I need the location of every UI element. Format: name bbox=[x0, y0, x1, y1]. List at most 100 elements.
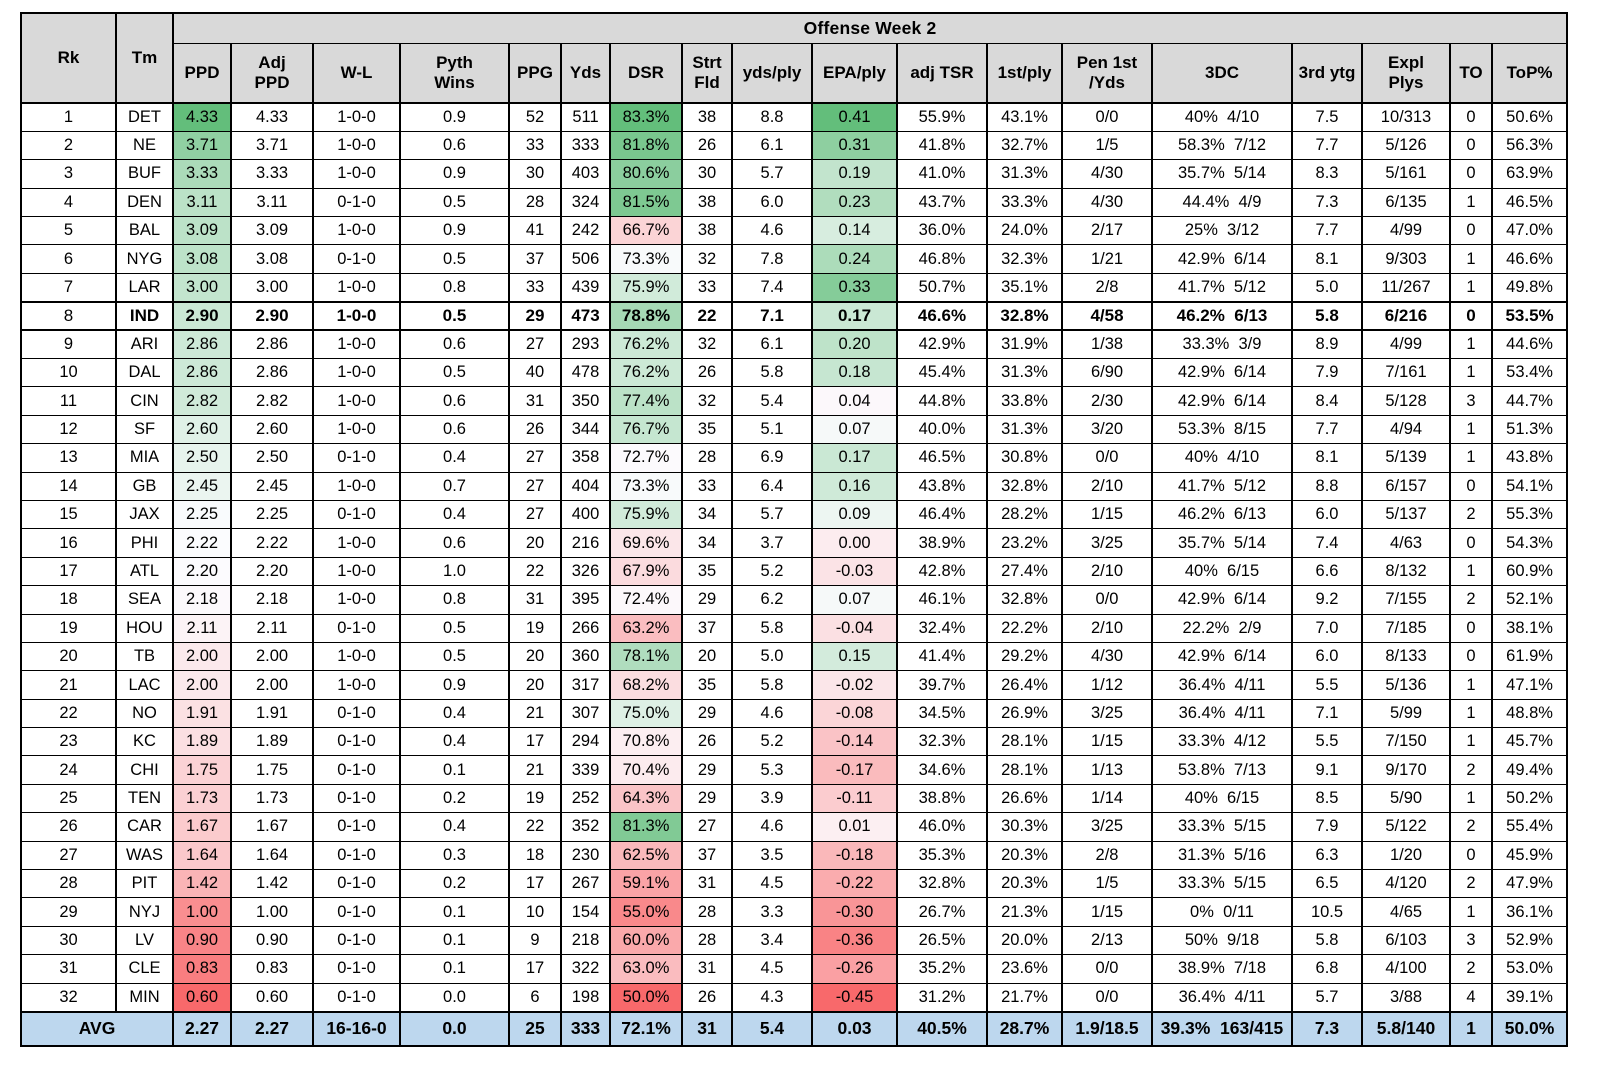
cell-wl: 1-0-0 bbox=[312, 670, 401, 700]
cell-ppg: 22 bbox=[508, 812, 562, 842]
cell-yds_ply: 6.4 bbox=[731, 471, 813, 501]
cell-to: 0 bbox=[1449, 159, 1493, 189]
cell-three_dc: 25% 3/12 bbox=[1151, 216, 1293, 246]
cell-ppd: 1.64 bbox=[172, 840, 232, 871]
cell-to: 1 bbox=[1449, 443, 1493, 473]
cell-yds: 473 bbox=[560, 300, 611, 332]
cell-three_dc: 46.2% 6/13 bbox=[1151, 300, 1293, 332]
cell-adj_tsr: 41.0% bbox=[896, 159, 988, 189]
col-header-ppd: PPD bbox=[172, 42, 232, 104]
cell-expl_plys: 5/161 bbox=[1361, 159, 1451, 189]
cell-dsr: 75.9% bbox=[609, 499, 683, 530]
offense-week2-stats-page: Rk Tm Offense Week 2 PPD Adj PPD W-L Pyth W… bbox=[0, 12, 1600, 1068]
cell-pen_1st_yds: 3/25 bbox=[1061, 528, 1153, 558]
cell-dsr: 50.0% bbox=[609, 982, 683, 1013]
cell-third_ytg: 6.0 bbox=[1291, 641, 1363, 672]
avg-row: AVG 2.27 2.27 16-16-0 0.0 25 333 72.1% 31 5.4 0.03… bbox=[20, 1010, 1569, 1046]
cell-three_dc: 35.7% 5/14 bbox=[1151, 159, 1293, 189]
cell-first_ply: 20.3% bbox=[986, 869, 1063, 899]
cell-adj_ppd: 0.60 bbox=[230, 982, 314, 1013]
cell-pyth_wins: 0.6 bbox=[399, 329, 510, 360]
cell-epa_ply: 0.15 bbox=[811, 641, 898, 672]
cell-pyth_wins: 0.1 bbox=[399, 897, 510, 927]
cell-top_pct: 44.7% bbox=[1490, 386, 1569, 416]
cell-top_pct: 45.7% bbox=[1490, 727, 1569, 757]
avg-cell-pyth_wins: 0.0 bbox=[399, 1010, 510, 1046]
cell-wl: 0-1-0 bbox=[312, 443, 401, 473]
cell-yds_ply: 4.6 bbox=[731, 216, 813, 246]
cell-adj_ppd: 2.11 bbox=[230, 613, 314, 643]
cell-three_dc: 53.3% 8/15 bbox=[1151, 414, 1293, 445]
cell-adj_tsr: 35.3% bbox=[896, 840, 988, 871]
cell-adj_tsr: 31.2% bbox=[896, 982, 988, 1013]
cell-first_ply: 29.2% bbox=[986, 641, 1063, 672]
cell-to: 0 bbox=[1449, 613, 1493, 643]
cell-rk: 14 bbox=[20, 471, 117, 501]
cell-adj_ppd: 2.00 bbox=[230, 670, 314, 700]
cell-yds_ply: 4.6 bbox=[731, 812, 813, 842]
cell-pyth_wins: 1.0 bbox=[399, 556, 510, 587]
table-row: 13 MIA 2.50 2.50 0-1-0 0.4 27 358 72.7% 28 6.9 0.17… bbox=[20, 443, 1569, 473]
cell-ppd: 1.89 bbox=[172, 727, 232, 757]
cell-adj_tsr: 36.0% bbox=[896, 216, 988, 246]
cell-expl_plys: 5/137 bbox=[1361, 499, 1451, 530]
cell-third_ytg: 6.6 bbox=[1291, 556, 1363, 587]
cell-strt_fld: 32 bbox=[681, 244, 733, 274]
cell-expl_plys: 6/103 bbox=[1361, 925, 1451, 956]
avg-cell-yds_ply: 5.4 bbox=[731, 1010, 813, 1046]
cell-third_ytg: 7.1 bbox=[1291, 698, 1363, 729]
cell-top_pct: 49.4% bbox=[1490, 755, 1569, 785]
cell-rk: 32 bbox=[20, 982, 117, 1013]
cell-pen_1st_yds: 1/38 bbox=[1061, 329, 1153, 360]
cell-tm: GB bbox=[115, 471, 174, 501]
col-header-tm: Tm bbox=[115, 12, 174, 104]
cell-epa_ply: -0.14 bbox=[811, 727, 898, 757]
cell-yds_ply: 7.1 bbox=[731, 300, 813, 332]
cell-adj_ppd: 1.42 bbox=[230, 869, 314, 899]
cell-to: 0 bbox=[1449, 471, 1493, 501]
cell-yds_ply: 3.4 bbox=[731, 925, 813, 956]
cell-third_ytg: 7.7 bbox=[1291, 130, 1363, 161]
cell-pen_1st_yds: 0/0 bbox=[1061, 982, 1153, 1013]
cell-ppg: 9 bbox=[508, 925, 562, 956]
col-header-strt_fld: Strt Fld bbox=[681, 42, 733, 104]
cell-ppd: 1.00 bbox=[172, 897, 232, 927]
cell-third_ytg: 5.7 bbox=[1291, 982, 1363, 1013]
avg-cell-to: 1 bbox=[1449, 1010, 1493, 1046]
cell-pyth_wins: 0.1 bbox=[399, 954, 510, 984]
table-row: 8 IND 2.90 2.90 1-0-0 0.5 29 473 78.8% 22 7.1 0.17 4… bbox=[20, 300, 1569, 332]
cell-top_pct: 53.0% bbox=[1490, 954, 1569, 984]
cell-dsr: 81.5% bbox=[609, 187, 683, 218]
cell-third_ytg: 6.5 bbox=[1291, 869, 1363, 899]
cell-dsr: 73.3% bbox=[609, 244, 683, 274]
cell-pen_1st_yds: 3/20 bbox=[1061, 414, 1153, 445]
cell-adj_ppd: 2.86 bbox=[230, 329, 314, 360]
cell-expl_plys: 3/88 bbox=[1361, 982, 1451, 1013]
cell-three_dc: 42.9% 6/14 bbox=[1151, 386, 1293, 416]
table-row: 18 SEA 2.18 2.18 1-0-0 0.8 31 395 72.4% 29 6.2 0.07… bbox=[20, 585, 1569, 615]
cell-top_pct: 47.9% bbox=[1490, 869, 1569, 899]
table-row: 22 NO 1.91 1.91 0-1-0 0.4 21 307 75.0% 29 4.6 -0.08… bbox=[20, 698, 1569, 729]
cell-pen_1st_yds: 6/90 bbox=[1061, 358, 1153, 388]
cell-first_ply: 31.3% bbox=[986, 414, 1063, 445]
cell-epa_ply: 0.09 bbox=[811, 499, 898, 530]
cell-rk: 20 bbox=[20, 641, 117, 672]
col-header-adj_tsr: adj TSR bbox=[896, 42, 988, 104]
cell-pen_1st_yds: 1/15 bbox=[1061, 727, 1153, 757]
cell-ppg: 20 bbox=[508, 670, 562, 700]
cell-third_ytg: 8.5 bbox=[1291, 783, 1363, 814]
cell-rk: 9 bbox=[20, 329, 117, 360]
cell-top_pct: 61.9% bbox=[1490, 641, 1569, 672]
cell-rk: 4 bbox=[20, 187, 117, 218]
cell-dsr: 75.0% bbox=[609, 698, 683, 729]
cell-three_dc: 41.7% 5/12 bbox=[1151, 272, 1293, 303]
cell-dsr: 76.2% bbox=[609, 329, 683, 360]
column-labels-row: PPD Adj PPD W-L Pyth Wins PPG Yds DSR Strt Fld y… bbox=[21, 42, 1569, 104]
cell-top_pct: 48.8% bbox=[1490, 698, 1569, 729]
cell-yds: 478 bbox=[560, 358, 611, 388]
cell-first_ply: 24.0% bbox=[986, 216, 1063, 246]
table-row: 9 ARI 2.86 2.86 1-0-0 0.6 27 293 76.2% 32 6.1 0.20 4… bbox=[20, 329, 1569, 360]
cell-yds: 216 bbox=[560, 528, 611, 558]
cell-tm: LAC bbox=[115, 670, 174, 700]
cell-yds: 324 bbox=[560, 187, 611, 218]
